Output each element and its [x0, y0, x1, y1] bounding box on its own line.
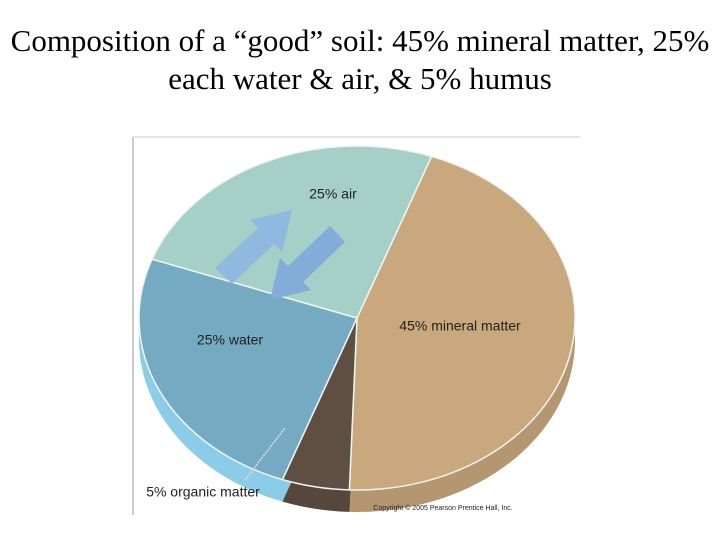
- slice-label: 5% organic matter: [146, 484, 260, 500]
- pie-slice: [151, 145, 433, 319]
- arrow: [215, 210, 292, 284]
- credit: Copyright © 2005 Pearson Prentice Hall, …: [373, 504, 512, 512]
- exchange-arrows: [215, 210, 345, 300]
- pointer-line: [244, 427, 286, 481]
- slice-label: 45% mineral matter: [399, 318, 521, 334]
- pie: [138, 145, 576, 512]
- slice-label: 25% water: [197, 332, 263, 348]
- slice-label: 25% air: [309, 186, 357, 202]
- slide-title: Composition of a “good” soil: 45% minera…: [10, 23, 710, 96]
- pie-slice: [138, 258, 359, 481]
- arrow: [270, 226, 345, 300]
- pie-slice: [348, 155, 576, 491]
